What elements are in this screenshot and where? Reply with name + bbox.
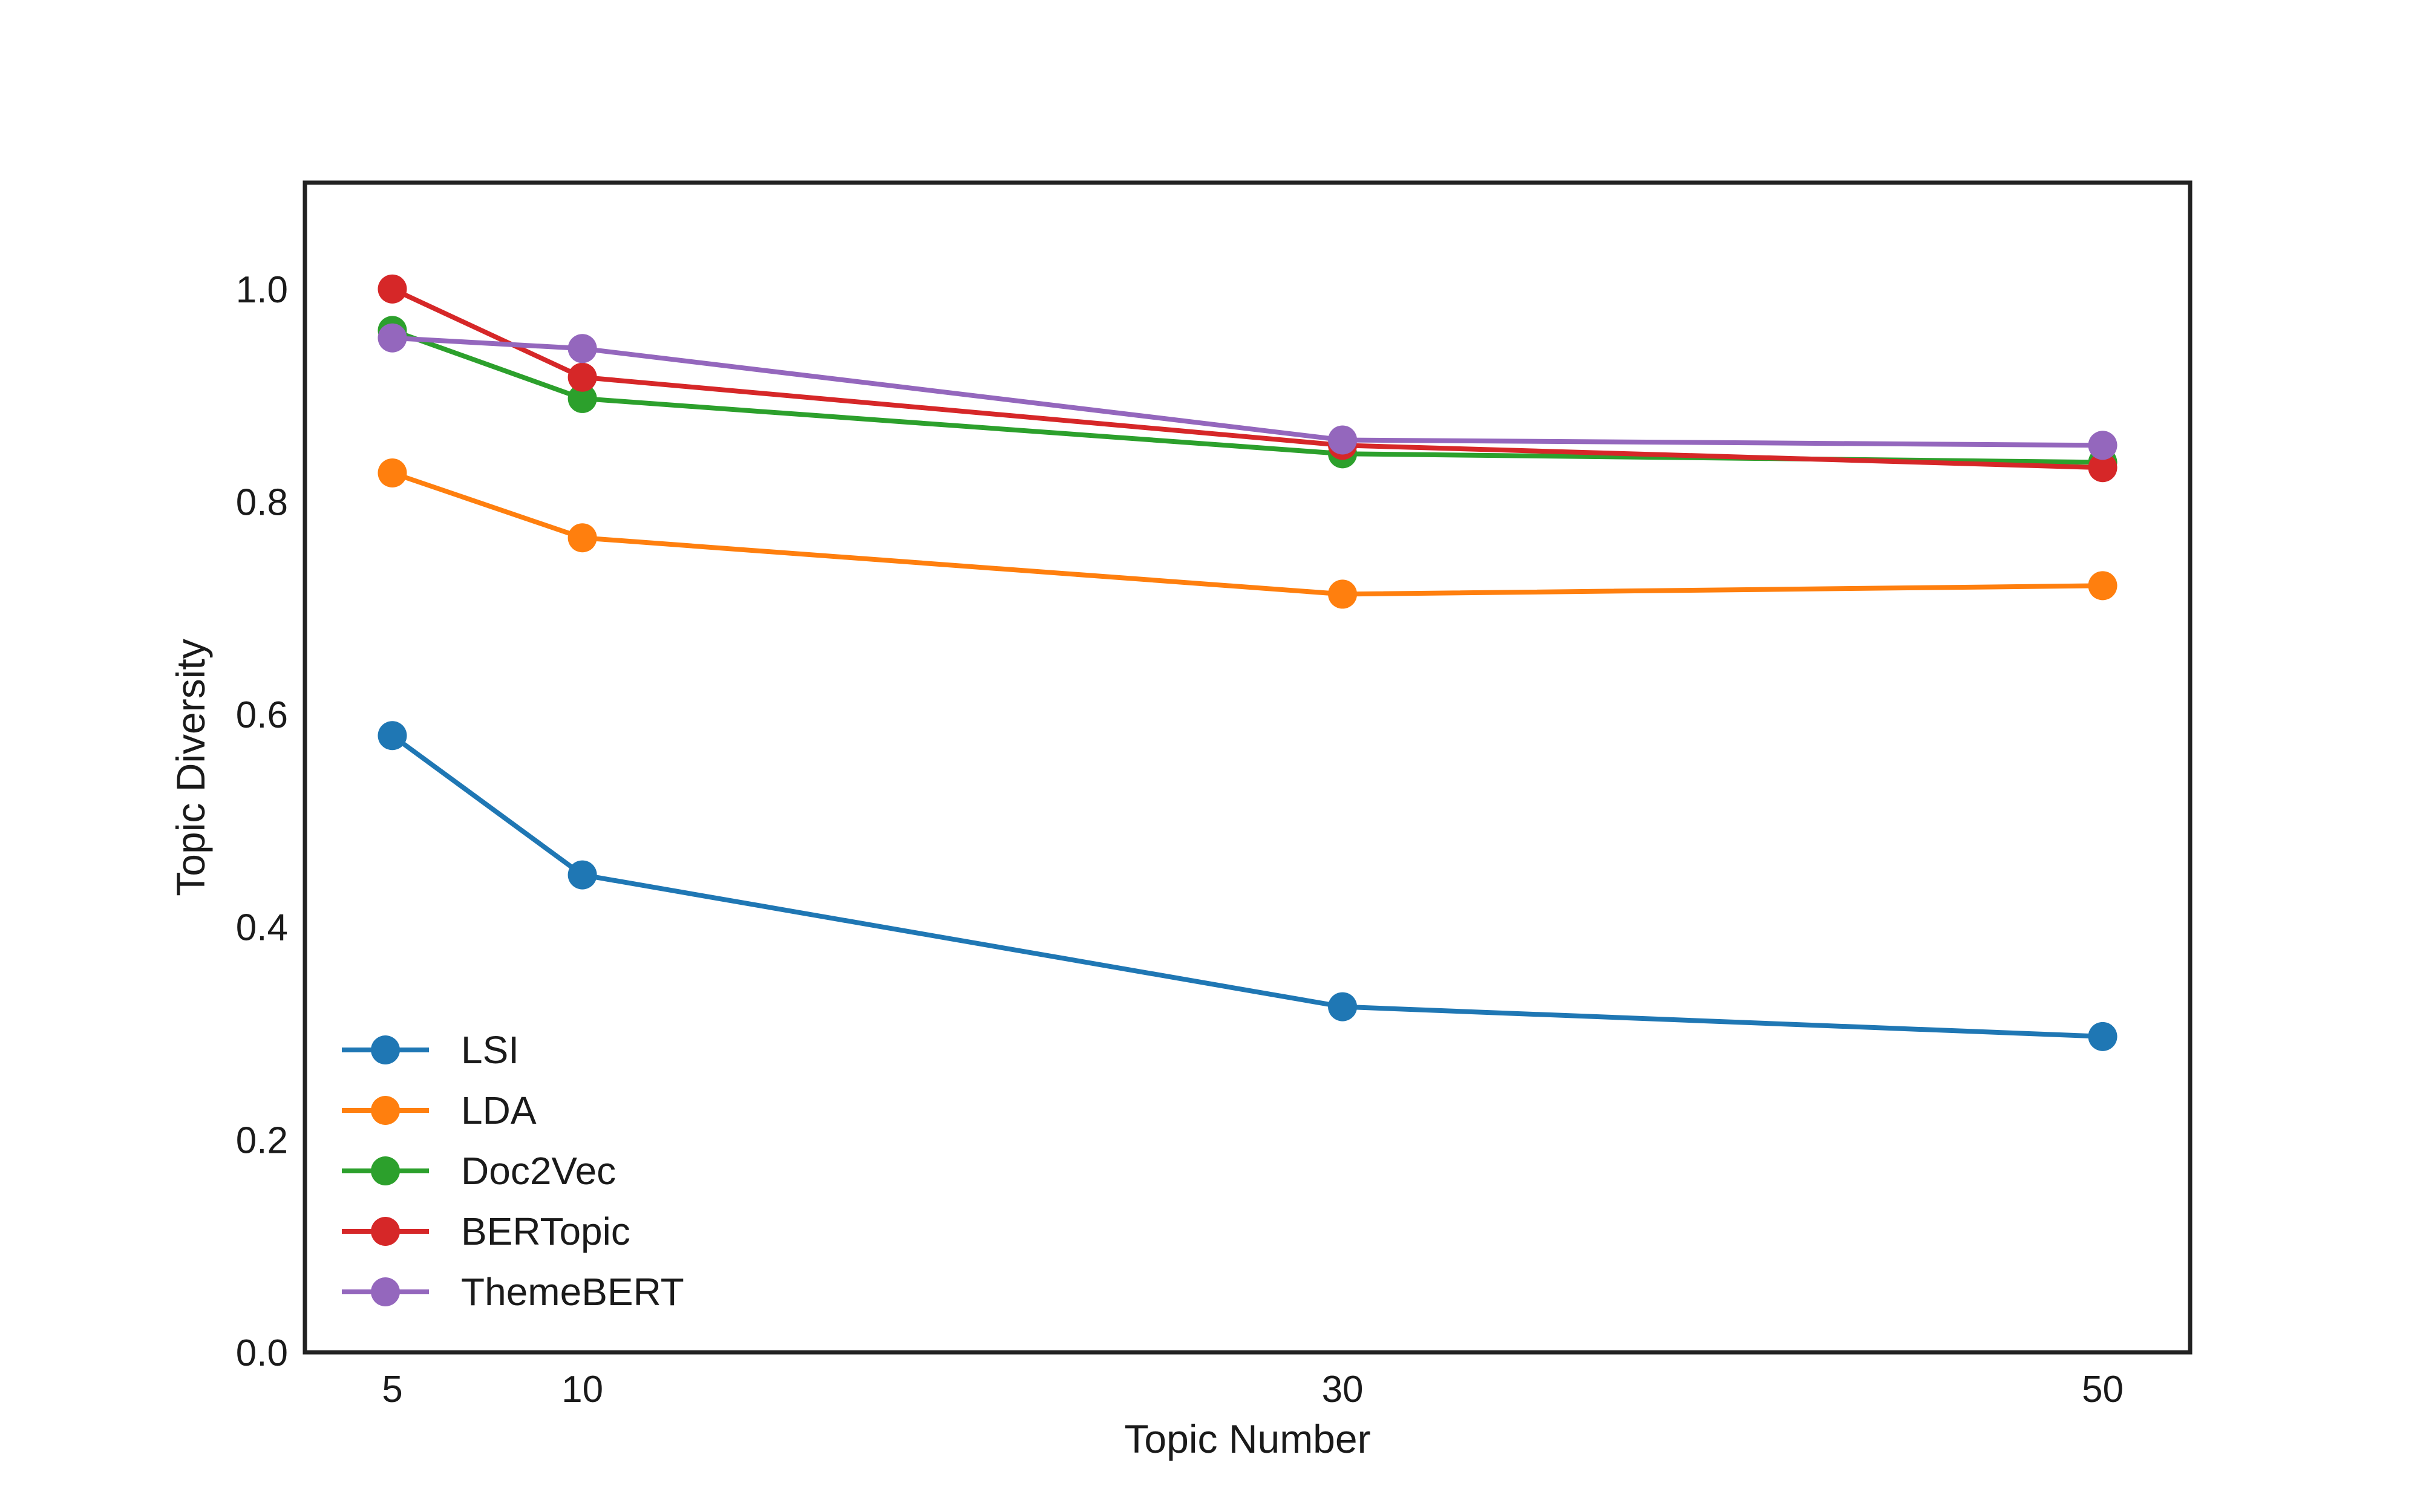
series-themebert (378, 323, 2118, 460)
legend-item-doc2vec: Doc2Vec (342, 1149, 616, 1193)
legend-swatch-marker (371, 1277, 400, 1306)
series-bertopic (378, 274, 2118, 483)
y-tick-label: 1.0 (236, 269, 288, 311)
y-tick-label: 0.2 (236, 1119, 288, 1161)
data-point-lsi-5 (378, 721, 407, 751)
y-axis-label: Topic Diversity (168, 639, 213, 896)
x-tick-label: 10 (561, 1369, 603, 1410)
legend: LSI LDA Doc2Vec BERTopic ThemeBERT (342, 1028, 684, 1314)
x-axis-label: Topic Number (1124, 1416, 1370, 1461)
legend-item-lda: LDA (342, 1089, 537, 1132)
legend-item-bertopic: BERTopic (342, 1210, 630, 1253)
legend-label: ThemeBERT (461, 1270, 684, 1314)
data-point-lda-5 (378, 458, 407, 487)
series-line-lda (390, 471, 2105, 597)
legend-label: LSI (461, 1028, 519, 1072)
legend-swatch-marker (371, 1217, 400, 1246)
y-tick-label: 0.6 (236, 694, 288, 736)
data-point-bertopic-50 (2088, 453, 2118, 483)
legend-label: BERTopic (461, 1210, 630, 1253)
legend-swatch-marker (371, 1096, 400, 1125)
series-line-bertopic (390, 286, 2105, 471)
data-point-bertopic-5 (378, 274, 407, 304)
y-tick-label: 0.4 (236, 907, 288, 949)
data-point-lsi-50 (2088, 1022, 2118, 1051)
series-lda (378, 458, 2118, 609)
legend-swatch-marker (371, 1156, 400, 1185)
data-point-themebert-30 (1328, 425, 1358, 455)
data-point-lsi-30 (1328, 992, 1358, 1022)
x-tick-label: 50 (2082, 1369, 2124, 1410)
series-lsi (378, 721, 2118, 1051)
y-tick-label: 0.8 (236, 481, 288, 523)
series-layer (378, 274, 2118, 1051)
data-point-lda-50 (2088, 571, 2118, 601)
data-point-themebert-50 (2088, 431, 2118, 460)
legend-label: LDA (461, 1089, 537, 1132)
data-point-bertopic-10 (567, 362, 597, 392)
series-doc2vec (378, 316, 2118, 477)
series-line-themebert (390, 335, 2105, 448)
legend-item-themebert: ThemeBERT (342, 1270, 684, 1314)
data-point-lsi-10 (567, 860, 597, 890)
x-tick-labels: 5 10 30 50 (382, 1369, 2124, 1410)
legend-item-lsi: LSI (342, 1028, 519, 1072)
legend-label: Doc2Vec (461, 1149, 616, 1193)
legend-swatch-marker (371, 1035, 400, 1064)
data-point-lda-30 (1328, 579, 1358, 609)
data-point-themebert-5 (378, 323, 407, 353)
data-point-themebert-10 (567, 334, 597, 363)
series-line-lsi (390, 733, 2105, 1039)
x-tick-label: 5 (382, 1369, 402, 1410)
y-tick-labels: 0.0 0.2 0.4 0.6 0.8 1.0 (236, 269, 288, 1374)
plot-frame (302, 180, 2193, 1355)
data-point-lda-10 (567, 523, 597, 553)
data-point-doc2vec-10 (567, 383, 597, 413)
y-tick-label: 0.0 (236, 1332, 288, 1374)
x-tick-label: 30 (1322, 1369, 1364, 1410)
